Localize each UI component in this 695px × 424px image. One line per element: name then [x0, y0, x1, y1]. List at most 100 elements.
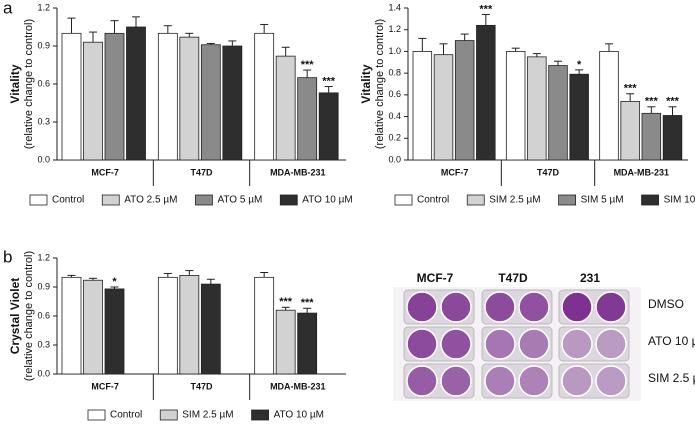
y-axis-title: Vitality(relative change to control)	[8, 19, 35, 149]
bar	[179, 274, 200, 375]
x-tick-label: MCF-7	[91, 381, 119, 391]
bar	[200, 44, 221, 161]
bar	[200, 283, 221, 375]
bar	[454, 40, 475, 161]
y-tick-label: 0.3	[37, 339, 50, 349]
legend-swatch	[87, 409, 106, 421]
plate-column: 231	[580, 271, 600, 285]
well	[595, 328, 627, 360]
significance: *	[112, 276, 117, 288]
bar	[641, 112, 662, 161]
legend-swatch	[394, 194, 413, 206]
x-tick-label: MDA-MB-231	[270, 167, 326, 177]
y-tick-label: 1.2	[388, 24, 401, 34]
plate-row: DMSO	[648, 297, 684, 311]
bar	[157, 276, 178, 375]
x-tick-label: MCF-7	[91, 167, 119, 177]
bar	[476, 24, 496, 161]
significance: ***	[322, 75, 336, 87]
well	[561, 291, 593, 323]
significance: *	[577, 59, 582, 71]
legend-label: ATO 5 µM	[217, 195, 262, 206]
bar	[318, 92, 339, 161]
legend-swatch	[279, 194, 298, 206]
bar	[297, 312, 318, 375]
bar	[620, 100, 640, 161]
significance: ***	[479, 3, 493, 15]
plate-photo	[393, 287, 641, 401]
well	[484, 328, 516, 360]
legend-swatch	[159, 409, 178, 421]
well	[406, 291, 438, 323]
bar	[61, 276, 82, 375]
legend-label: ATO 10 µM	[274, 410, 324, 421]
bar	[254, 276, 275, 375]
y-axis-title-sub: (relative change to control)	[23, 19, 35, 149]
bar	[104, 288, 125, 375]
bar	[275, 309, 296, 375]
legend-label: SIM 2.5 µM	[489, 195, 540, 206]
plate-column: MCF-7	[417, 271, 454, 285]
y-tick-label: 0.6	[37, 310, 50, 320]
legend-label: ATO 2.5 µM	[124, 195, 177, 206]
y-tick-label: 0.9	[37, 281, 50, 291]
plate-row: ATO 10 µM	[648, 334, 695, 348]
plate-block	[558, 326, 630, 362]
bar	[61, 32, 82, 161]
plate-row: SIM 2.5 µM	[648, 371, 695, 385]
x-tick-label: T47D	[537, 167, 560, 177]
x-tick-label: T47D	[190, 381, 213, 391]
well	[595, 291, 627, 323]
plate-column: T47D	[498, 271, 528, 285]
well	[561, 328, 593, 360]
y-tick-label: 1.2	[37, 2, 50, 12]
y-tick-label: 0.9	[37, 40, 50, 50]
bar	[569, 73, 589, 161]
bar	[505, 51, 526, 161]
bar	[662, 115, 683, 161]
panel-label: a	[3, 0, 13, 17]
well	[440, 365, 472, 397]
bar	[254, 32, 275, 161]
well	[561, 365, 593, 397]
bar	[433, 54, 454, 161]
significance: ***	[624, 83, 638, 95]
plate-block	[558, 363, 630, 399]
bar	[275, 55, 296, 161]
bar	[104, 32, 125, 161]
y-axis-title-main: Crystal Violet	[8, 278, 22, 354]
significance: ***	[279, 296, 293, 308]
legend-label: ATO 10 µM	[302, 195, 352, 206]
y-axis-title-main: Vitality	[359, 64, 373, 103]
bar	[548, 65, 568, 161]
x-tick-label: T47D	[190, 167, 213, 177]
legend-swatch	[466, 194, 485, 206]
x-tick-label: MDA-MB-231	[614, 167, 670, 177]
well	[406, 365, 438, 397]
x-tick-label: MCF-7	[441, 167, 469, 177]
well	[484, 365, 516, 397]
y-tick-label: 0.6	[388, 89, 401, 99]
y-axis-title-sub: (relative change to control)	[23, 251, 35, 381]
well	[518, 365, 550, 397]
legend-label: Control	[110, 410, 142, 421]
bar	[599, 51, 619, 161]
panel-label: b	[3, 247, 12, 266]
bar	[297, 77, 318, 161]
legend-label: SIM 2.5 µM	[182, 410, 233, 421]
y-tick-label: 0.6	[37, 78, 50, 88]
legend-label: Control	[417, 195, 449, 206]
y-tick-label: 1.0	[388, 46, 401, 56]
bar	[83, 41, 103, 161]
significance: ***	[301, 59, 315, 71]
y-axis-title: Vitality(relative change to control)	[359, 19, 386, 149]
legend-label: SIM 5 µM	[581, 195, 624, 206]
well	[484, 291, 516, 323]
well	[518, 328, 550, 360]
y-tick-label: 1.2	[37, 252, 50, 262]
well	[595, 365, 627, 397]
bar	[83, 279, 103, 375]
well	[406, 328, 438, 360]
legend-swatch	[251, 409, 269, 421]
